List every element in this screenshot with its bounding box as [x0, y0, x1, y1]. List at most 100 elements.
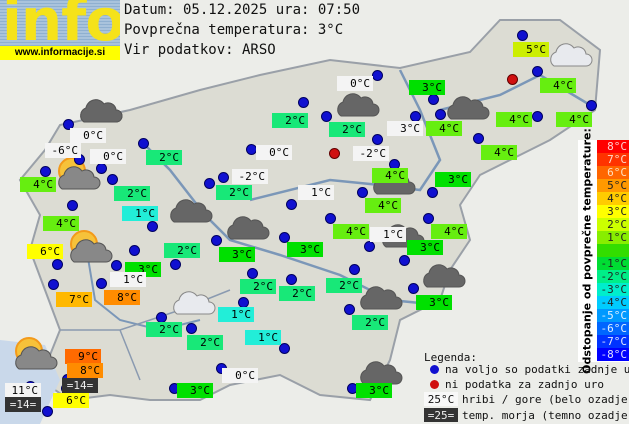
station-marker[interactable] — [364, 241, 375, 252]
station-marker[interactable] — [586, 100, 597, 111]
rain-light-icon — [173, 291, 216, 315]
station-marker[interactable] — [435, 109, 446, 120]
station-marker[interactable] — [399, 255, 410, 266]
station-marker[interactable] — [67, 200, 78, 211]
station-marker[interactable] — [298, 97, 309, 108]
station-marker[interactable] — [204, 178, 215, 189]
temperature-label: 2°C — [352, 315, 388, 330]
mountain-temperature-label: 0°C — [70, 128, 106, 143]
legend-title: Legenda: — [424, 351, 477, 364]
station-missing-marker[interactable] — [507, 74, 518, 85]
mountain-temperature-label: -6°C — [45, 143, 81, 158]
temperature-label: 2°C — [326, 278, 362, 293]
station-marker[interactable] — [344, 304, 355, 315]
scale-cell: -1°C — [597, 257, 629, 270]
temperature-label: 6°C — [53, 393, 89, 408]
scale-cell: -4°C — [597, 296, 629, 309]
temperature-label: 4°C — [431, 224, 467, 239]
scale-cell: 5°C — [597, 179, 629, 192]
sea-temperature-label: =14= — [5, 397, 41, 412]
station-marker[interactable] — [96, 163, 107, 174]
temperature-label: 4°C — [20, 177, 56, 192]
temperature-label: 3°C — [356, 383, 392, 398]
legend-missing: ni podatka za zadnjo uro — [445, 378, 604, 391]
mountain-temperature-label: 0°C — [222, 368, 258, 383]
overcast-icon — [227, 216, 270, 240]
temperature-label: 2°C — [240, 279, 276, 294]
station-marker[interactable] — [42, 406, 53, 417]
scale-cell: 4°C — [597, 192, 629, 205]
temperature-label: 2°C — [187, 335, 223, 350]
station-marker[interactable] — [52, 259, 63, 270]
station-marker[interactable] — [107, 174, 118, 185]
station-marker[interactable] — [170, 259, 181, 270]
station-marker[interactable] — [408, 283, 419, 294]
station-marker[interactable] — [357, 187, 368, 198]
station-missing-marker[interactable] — [329, 148, 340, 159]
mountain-temperature-label: 1°C — [370, 227, 406, 242]
station-marker[interactable] — [138, 138, 149, 149]
mountain-temperature-label: 0°C — [337, 76, 373, 91]
mountain-temperature-label: 0°C — [256, 145, 292, 160]
temperature-label: 4°C — [481, 145, 517, 160]
scale-cell: -5°C — [597, 309, 629, 322]
temperature-label: 6°C — [27, 244, 63, 259]
station-marker[interactable] — [48, 279, 59, 290]
temperature-label: 4°C — [426, 121, 462, 136]
mountain-temperature-label: -2°C — [232, 169, 268, 184]
station-marker[interactable] — [428, 94, 439, 105]
station-marker[interactable] — [247, 268, 258, 279]
station-marker[interactable] — [349, 264, 360, 275]
scale-cell: 1°C — [597, 231, 629, 244]
mountain-temperature-label: -2°C — [353, 146, 389, 161]
station-marker[interactable] — [96, 278, 107, 289]
station-marker[interactable] — [286, 274, 297, 285]
station-marker[interactable] — [532, 66, 543, 77]
station-marker[interactable] — [517, 30, 528, 41]
station-marker[interactable] — [218, 172, 229, 183]
station-marker[interactable] — [321, 111, 332, 122]
station-marker[interactable] — [286, 199, 297, 210]
scale-cell: -3°C — [597, 283, 629, 296]
station-marker[interactable] — [129, 245, 140, 256]
temperature-label: 5°C — [513, 42, 549, 57]
temperature-label: 9°C — [65, 349, 101, 364]
sea-temperature-label: =14= — [62, 378, 98, 393]
station-marker[interactable] — [40, 166, 51, 177]
station-marker[interactable] — [279, 343, 290, 354]
station-marker[interactable] — [325, 213, 336, 224]
station-marker[interactable] — [532, 111, 543, 122]
temperature-label: 8°C — [104, 290, 140, 305]
station-marker[interactable] — [147, 221, 158, 232]
overcast-light-icon — [550, 43, 593, 67]
deviation-scale: Odstopanje od povprečne temperature: 8°C… — [578, 128, 629, 374]
temperature-label: 3°C — [407, 240, 443, 255]
station-marker[interactable] — [372, 134, 383, 145]
temperature-label: 4°C — [43, 216, 79, 231]
temperature-label: 4°C — [372, 168, 408, 183]
overcast-icon — [423, 264, 466, 288]
date-time: Datum: 05.12.2025 ura: 07:50 — [124, 2, 361, 18]
cloudy-icon — [447, 96, 490, 120]
legend-mountain-sample: 25°C — [424, 392, 458, 406]
temperature-label: 3°C — [416, 295, 452, 310]
logo-url[interactable]: www.informacije.si — [0, 46, 120, 60]
station-marker[interactable] — [279, 232, 290, 243]
temperature-label: 1°C — [245, 330, 281, 345]
station-marker[interactable] — [423, 213, 434, 224]
station-marker[interactable] — [186, 323, 197, 334]
scale-cell: -6°C — [597, 322, 629, 335]
data-source: Vir podatkov: ARSO — [124, 42, 276, 58]
temperature-label: 3°C — [219, 247, 255, 262]
station-marker[interactable] — [111, 260, 122, 271]
station-marker[interactable] — [473, 133, 484, 144]
station-marker[interactable] — [372, 70, 383, 81]
temperature-label: 3°C — [287, 242, 323, 257]
station-marker[interactable] — [63, 119, 74, 130]
overcast-icon — [80, 99, 123, 123]
scale-cell: 8°C — [597, 140, 629, 153]
logo[interactable]: info www.informacije.si — [0, 0, 120, 60]
temperature-label: 7°C — [56, 292, 92, 307]
station-marker[interactable] — [427, 187, 438, 198]
station-marker[interactable] — [211, 235, 222, 246]
